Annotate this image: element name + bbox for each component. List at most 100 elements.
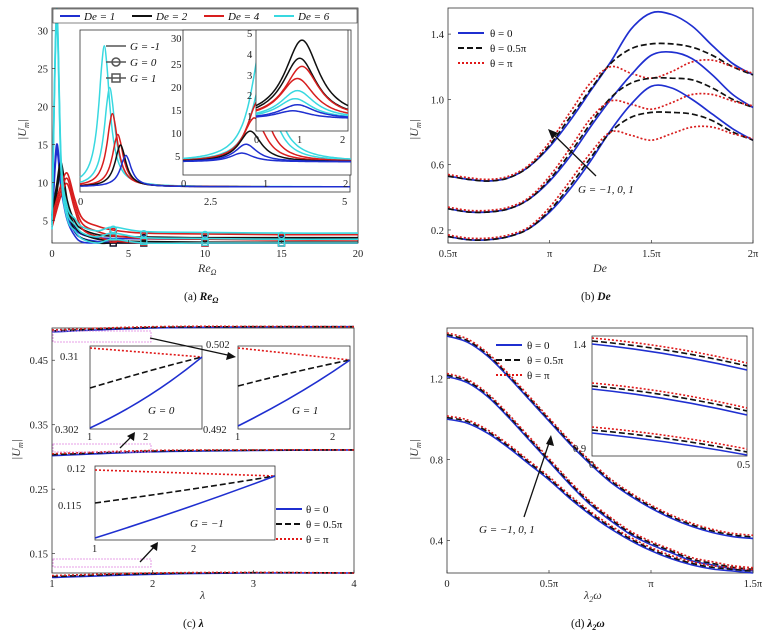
- a-xtick: 15: [276, 249, 287, 260]
- a-inset3-line: [255, 97, 349, 117]
- b-series-line: [447, 125, 754, 240]
- c-inset-gm1: 0.12 0.115 1 2 G = −1: [58, 464, 276, 555]
- panel-a-curves: [51, 8, 359, 247]
- c-inset-g1-xtick: 2: [330, 432, 335, 443]
- c-inset-g0-xtick: 1: [87, 432, 92, 443]
- b-series-line: [447, 76, 754, 214]
- a-ytick: 20: [38, 103, 49, 114]
- panel-b-ticks: 0.5π π 1.5π 2π 0.2 0.6 1.0 1.4: [431, 30, 759, 260]
- panel-b-curves: [447, 10, 754, 241]
- panel-b: 0.5π π 1.5π 2π 0.2 0.6 1.0 1.4 θ = 0 θ = 0.5π θ…: [407, 7, 759, 303]
- a-inset3-line: [255, 103, 349, 118]
- a-marker-square: [109, 233, 117, 241]
- d-legend-thetapi: θ = π: [527, 370, 550, 382]
- d-ytick: 0.4: [430, 537, 444, 548]
- d-annotation-arrow: [523, 435, 554, 518]
- c-xtick: 4: [351, 579, 357, 590]
- c-series-line: [51, 325, 355, 331]
- b-series-line: [447, 50, 754, 214]
- a-inset3-ytick: 4: [247, 50, 253, 61]
- panel-c-ticks: 1 2 3 4 0.15 0.25 0.35 0.45: [30, 356, 358, 590]
- panel-d-ticks: 0 0.5π π 1.5π 0.4 0.8 1.2: [430, 375, 763, 590]
- b-xtick: π: [547, 249, 553, 260]
- c-legend-thetapi: θ = π: [306, 534, 329, 546]
- c-inset-gm1-xtick: 1: [92, 544, 97, 555]
- panel-b-legend: θ = 0 θ = 0.5π θ = π: [458, 28, 527, 70]
- legend-de-4: De = 4: [227, 11, 260, 23]
- legend-de-2: De = 2: [155, 11, 188, 23]
- legend-g-m1: G = -1: [130, 41, 160, 53]
- b-ytick: 0.2: [431, 226, 444, 237]
- b-legend-theta0: θ = 0: [490, 28, 513, 40]
- c-inset-g0: 0.31 0.302 1 2 G = 0: [55, 345, 203, 443]
- panel-a-legend-de: De = 1 De = 2 De = 4 De = 6: [52, 8, 358, 24]
- panel-a-inset-3-curves: [255, 39, 349, 119]
- a-series-line: [51, 172, 359, 236]
- d-series-line: [446, 332, 754, 537]
- c-inset-g0-xtick: 2: [143, 432, 148, 443]
- b-ytick: 1.4: [431, 30, 445, 41]
- legend-de-1: De = 1: [83, 11, 115, 23]
- a-inset3-xtick-0: 0: [254, 135, 259, 146]
- a-marker-circle: [139, 230, 148, 238]
- legend-g-1: G = 1: [130, 73, 156, 85]
- d-series-line: [446, 416, 754, 573]
- c-caption: (c) λ: [183, 618, 204, 630]
- d-ylabel: |Um|: [407, 439, 423, 460]
- a-inset1-xtick-0: 0: [78, 197, 83, 208]
- d-ytick: 1.2: [430, 375, 443, 386]
- panel-d: 0 0.5π π 1.5π 0.4 0.8 1.2 θ = 0 θ = 0.5π θ = π…: [407, 327, 763, 632]
- a-inset1-xtick-2.5: 2.5: [204, 197, 217, 208]
- panel-d-axes: [446, 327, 754, 574]
- b-xtick: 0.5π: [439, 249, 458, 260]
- a-xtick: 0: [49, 249, 54, 260]
- c-inset-g0-ytick: 0.31: [60, 352, 78, 363]
- d-inset-xtick: 0.5: [737, 460, 750, 471]
- a-inset3-xtick-2: 2: [340, 135, 345, 146]
- d-series-line: [446, 418, 754, 574]
- c-xtick: 1: [49, 579, 54, 590]
- a-ylabel: |Um|: [15, 119, 31, 140]
- d-xtick: 1.5π: [744, 579, 763, 590]
- a-inset3-line: [255, 77, 349, 114]
- d-series-line: [446, 375, 754, 572]
- a-inset2-ytick: 20: [171, 83, 182, 94]
- a-inset3-line: [255, 89, 349, 116]
- d-inset-ytick: 0.9: [573, 444, 586, 455]
- a-inset2-xtick-2: 2: [343, 179, 348, 190]
- a-ytick: 30: [38, 27, 49, 38]
- a-inset2-ytick: 25: [171, 60, 182, 71]
- a-inset3-ytick: 3: [247, 71, 252, 82]
- b-xtick: 1.5π: [642, 249, 661, 260]
- c-inset-gm1-ytick: 0.12: [67, 464, 85, 475]
- a-inset2-ytick: 30: [171, 34, 182, 45]
- c-inset-g1-label: G = 1: [292, 405, 318, 417]
- c-ytick: 0.25: [30, 485, 48, 496]
- c-inset-g1-ytick: 0.492: [203, 425, 227, 436]
- d-caption: (d) λ2ω: [571, 618, 605, 632]
- b-xlabel: De: [592, 261, 608, 275]
- c-inset-gm1-label: G = −1: [190, 518, 224, 530]
- panel-c-curves: [51, 325, 355, 579]
- d-inset-xtick: 0: [589, 460, 594, 471]
- c-inset-g0-ytick: 0.302: [55, 425, 79, 436]
- a-inset2-ytick: 5: [175, 152, 180, 163]
- b-series-line: [447, 42, 754, 182]
- c-inset-gm1-xtick: 2: [191, 544, 196, 555]
- b-series-line: [447, 59, 754, 181]
- d-inset-ytick: 1.4: [573, 340, 587, 351]
- panel-d-inset: 1.4 0.9 0 0.5: [573, 335, 750, 471]
- b-legend-theta05: θ = 0.5π: [490, 43, 527, 55]
- d-legend-theta0: θ = 0: [527, 340, 550, 352]
- legend-g-0: G = 0: [130, 57, 157, 69]
- c-zoom-box-gm1: [52, 558, 152, 568]
- c-xtick: 2: [150, 579, 155, 590]
- c-ytick: 0.15: [30, 550, 48, 561]
- c-inset-g1-ytick: 0.502: [206, 340, 230, 351]
- a-inset3-ytick: 1: [247, 112, 252, 123]
- a-xtick: 20: [353, 249, 364, 260]
- a-ytick: 25: [38, 65, 49, 76]
- a-series-line: [51, 20, 358, 245]
